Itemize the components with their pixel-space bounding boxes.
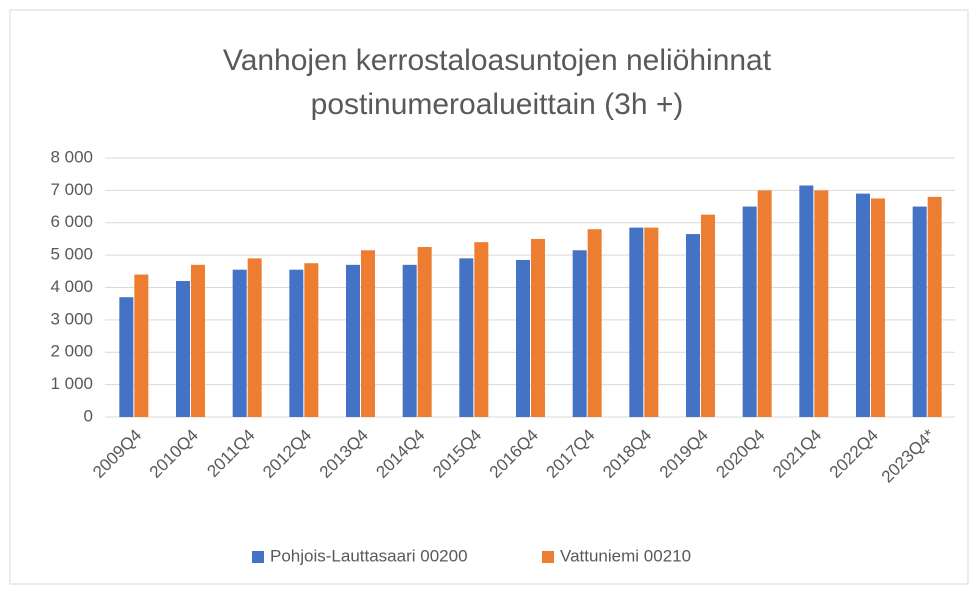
legend-label: Vattuniemi 00210: [560, 546, 691, 565]
bar: [587, 229, 602, 417]
bar: [701, 214, 715, 417]
bar: [814, 190, 829, 417]
bar: [176, 281, 190, 417]
y-tick-label: 8 000: [50, 147, 93, 166]
bar: [361, 250, 375, 417]
bar: [516, 259, 530, 417]
legend-swatch: [252, 551, 264, 563]
bar: [119, 297, 134, 417]
bar: [531, 238, 545, 417]
bar: [402, 264, 417, 417]
bar: [629, 227, 644, 417]
legend-label: Pohjois-Lauttasaari 00200: [270, 546, 468, 565]
bar: [346, 264, 360, 417]
y-tick-label: 6 000: [50, 212, 93, 231]
y-tick-label: 1 000: [50, 374, 93, 393]
bar: [644, 227, 659, 417]
bar: [757, 190, 772, 417]
y-tick-label: 2 000: [50, 342, 93, 361]
bar: [247, 258, 262, 417]
bar: [289, 269, 304, 417]
bar: [856, 193, 870, 417]
bar: [572, 250, 587, 417]
bar: [927, 196, 942, 417]
bar: [686, 234, 700, 417]
bar: [417, 247, 432, 417]
bar: [232, 269, 247, 417]
bar: [912, 206, 927, 417]
bar: [871, 198, 885, 417]
y-tick-label: 3 000: [50, 309, 93, 328]
bar: [191, 264, 205, 417]
y-tick-label: 5 000: [50, 245, 93, 264]
bar: [742, 206, 757, 417]
bar: [459, 258, 474, 417]
bar: [474, 242, 489, 417]
bar: [134, 274, 149, 417]
bar: [799, 185, 814, 417]
bar: [304, 263, 319, 417]
chart-title: Vanhojen kerrostaloasuntojen neliöhinnat: [223, 44, 772, 77]
y-tick-label: 7 000: [50, 180, 93, 199]
y-tick-label: 0: [84, 406, 93, 425]
y-tick-label: 4 000: [50, 277, 93, 296]
chart-title: postinumeroalueittain (3h +): [311, 88, 684, 121]
legend-swatch: [542, 551, 554, 563]
